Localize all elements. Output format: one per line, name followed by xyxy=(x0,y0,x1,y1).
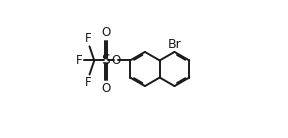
Text: F: F xyxy=(76,54,83,67)
Text: O: O xyxy=(111,54,121,67)
Text: F: F xyxy=(85,32,91,45)
Text: S: S xyxy=(101,53,110,67)
Text: Br: Br xyxy=(168,38,181,51)
Text: F: F xyxy=(85,76,91,89)
Text: O: O xyxy=(101,26,111,39)
Text: O: O xyxy=(101,82,111,95)
